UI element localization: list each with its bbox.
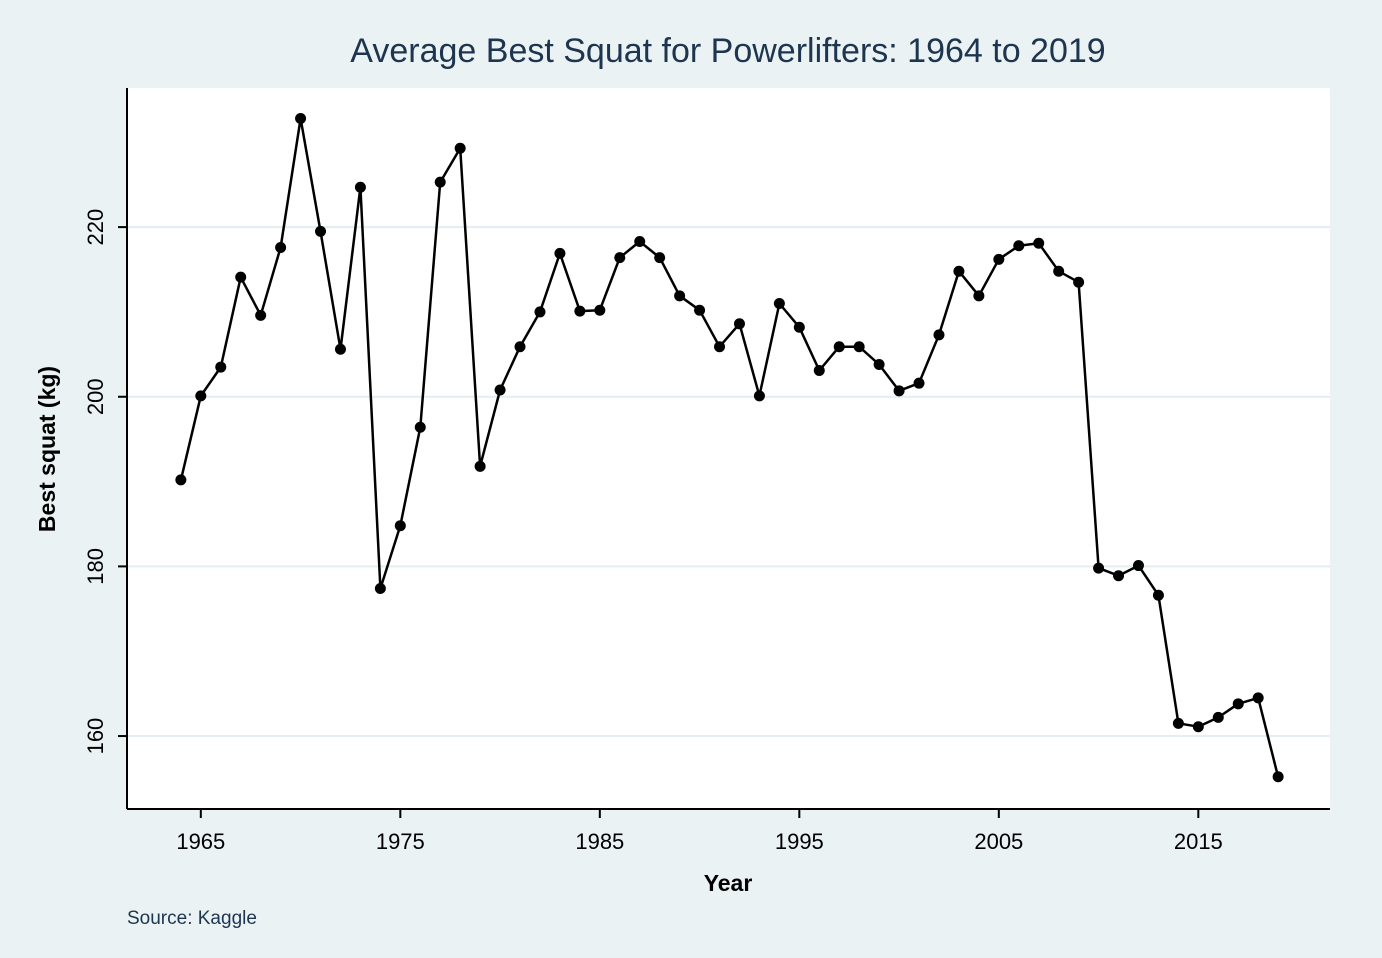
data-point-2014 [1172,717,1184,729]
data-point-2011 [1113,570,1125,582]
x-tick-label-2015: 2015 [1174,829,1223,854]
data-point-2002 [933,329,945,341]
series-line-0 [179,117,1280,778]
data-point-1980 [494,384,506,396]
data-point-1998 [853,341,865,353]
data-point-1989 [674,290,686,302]
data-point-1991 [714,341,726,353]
data-point-1974 [374,582,386,594]
x-axis-title: Year [704,870,753,896]
data-point-1984 [574,305,586,317]
x-tick-label-1985: 1985 [575,829,624,854]
x-tick-label-1975: 1975 [376,829,425,854]
data-point-1990 [694,304,706,316]
data-point-1964 [175,474,187,486]
data-point-1986 [614,252,626,264]
data-point-1975 [394,520,406,532]
data-point-2006 [1013,240,1025,252]
data-point-1996 [813,364,825,376]
data-point-1969 [275,241,287,253]
gridlines [127,226,1330,738]
data-point-2007 [1033,237,1045,249]
y-tick-label-160: 160 [83,718,108,755]
plot-area [127,88,1330,809]
x-tick-label-1965: 1965 [176,829,225,854]
data-point-1987 [634,236,646,248]
x-tick-label-2005: 2005 [974,829,1023,854]
data-point-2015 [1192,721,1204,733]
x-tick-label-1995: 1995 [775,829,824,854]
data-point-1970 [295,113,307,125]
data-point-1979 [474,460,486,472]
data-point-2003 [953,265,965,277]
data-point-1995 [793,321,805,333]
data-point-1976 [414,421,426,433]
data-point-2009 [1073,276,1085,288]
data-point-1983 [554,247,566,259]
series-group [175,113,1284,783]
data-point-1967 [235,271,247,283]
data-point-2008 [1053,265,1065,277]
data-point-1997 [833,341,845,353]
y-axis-title: Best squat (kg) [34,366,60,532]
y-tick-label-200: 200 [83,378,108,415]
data-point-1973 [354,181,366,193]
data-point-2019 [1272,771,1284,783]
data-point-2001 [913,377,925,389]
y-axis-ticks: 160 180 200 220 [83,209,127,755]
data-point-1965 [195,390,207,402]
data-point-2010 [1093,562,1105,574]
data-point-1985 [594,304,606,316]
data-point-1966 [215,361,227,373]
data-point-2005 [993,253,1005,265]
data-point-2000 [893,385,905,397]
data-point-2018 [1252,692,1264,704]
chart-title: Average Best Squat for Powerlifters: 196… [350,32,1105,70]
data-point-1988 [654,252,666,264]
data-point-2017 [1232,698,1244,710]
data-point-1992 [733,318,745,330]
data-point-2013 [1152,589,1164,601]
data-point-1977 [434,176,446,188]
data-point-1972 [334,343,346,355]
data-point-1982 [534,306,546,318]
source-note: Source: Kaggle [127,908,257,929]
data-point-1993 [753,390,765,402]
y-tick-label-180: 180 [83,548,108,585]
data-point-1981 [514,341,526,353]
data-point-2004 [973,290,985,302]
data-point-1999 [873,359,885,371]
data-point-2016 [1212,711,1224,723]
data-point-2012 [1132,560,1144,572]
data-point-1968 [255,309,267,321]
data-point-1978 [454,142,466,154]
data-point-1994 [773,297,785,309]
y-tick-label-220: 220 [83,209,108,246]
data-point-1971 [315,225,327,237]
x-axis-ticks: 1965 1975 1985 1995 2005 2015 [176,809,1223,854]
